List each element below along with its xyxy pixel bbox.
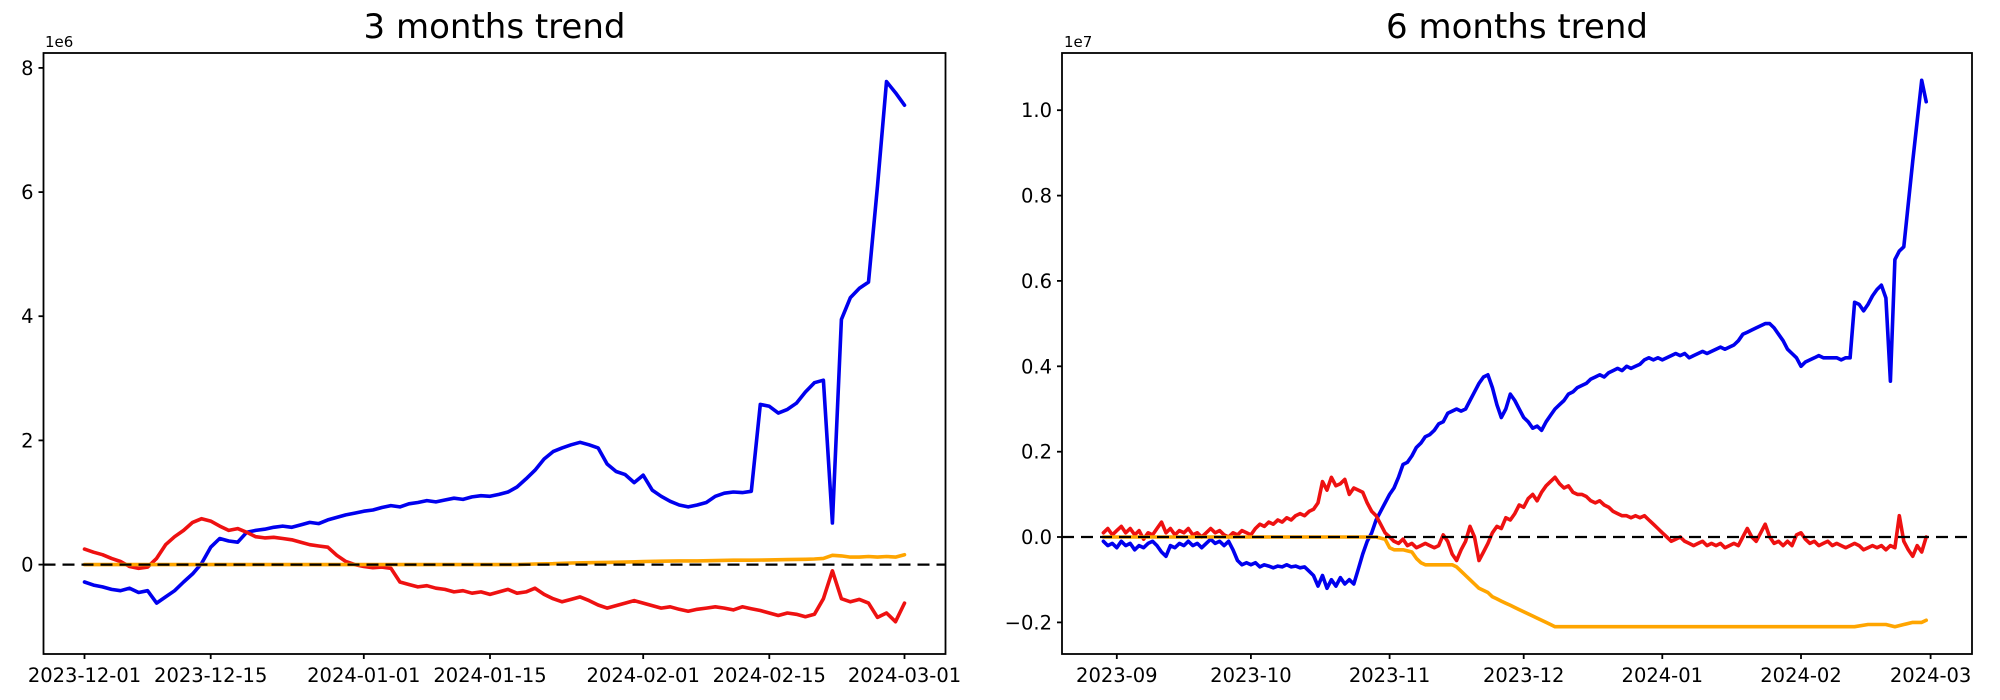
y-tick-label: 0 [21, 554, 33, 577]
y-tick-label: 0.8 [1021, 185, 1052, 208]
red-series-line [82, 516, 907, 624]
x-tick-label: 2023-12-01 [28, 664, 141, 687]
right-axis-offset-label: 1e7 [1064, 33, 1092, 51]
x-tick-label: 2024-01-01 [307, 664, 420, 687]
x-tick-label: 2023-12 [1483, 664, 1564, 687]
x-tick-label: 2023-10 [1210, 664, 1291, 687]
y-tick-label: 1.0 [1021, 99, 1052, 122]
y-tick-label: −0.2 [1005, 611, 1052, 634]
left-axis-offset-label: 1e6 [45, 33, 73, 51]
y-tick-label: 0.0 [1021, 526, 1052, 549]
y-tick-label: 8 [21, 57, 33, 80]
x-tick-label: 2024-01 [1622, 664, 1703, 687]
y-tick-label: 0.2 [1021, 441, 1052, 464]
x-tick-label: 2024-03-01 [848, 664, 961, 687]
y-tick-label: 6 [21, 181, 33, 204]
plot-border [1061, 52, 1973, 655]
orange-series-line [1101, 535, 1928, 629]
red-series-line [1101, 475, 1928, 563]
y-tick-label: 4 [21, 305, 33, 328]
y-tick-label: 0.6 [1021, 270, 1052, 293]
blue-series-line [82, 79, 907, 605]
x-tick-label: 2024-02-15 [713, 664, 826, 687]
left-chart-title: 3 months trend [364, 7, 626, 47]
x-tick-label: 2024-03 [1890, 664, 1971, 687]
chart-6-months-trend: 2023-09 2023-10 2023-11 2023-12 2024-01 2024-… [1005, 52, 1973, 687]
x-tick-label: 2023-11 [1349, 664, 1430, 687]
y-tick-label: 0.4 [1021, 355, 1052, 378]
x-tick-label: 2024-02-01 [587, 664, 700, 687]
chart-3-months-trend: 2023-12-01 2023-12-15 2024-01-01 2024-01-15… [21, 52, 961, 687]
y-tick-label: 2 [21, 429, 33, 452]
plot-border [42, 52, 947, 655]
blue-series-line [1101, 78, 1928, 591]
x-tick-label: 2023-12-15 [154, 664, 267, 687]
x-tick-label: 2023-09 [1076, 664, 1157, 687]
right-chart-title: 6 months trend [1386, 7, 1648, 47]
x-tick-label: 2024-02 [1760, 664, 1841, 687]
x-tick-label: 2024-01-15 [433, 664, 546, 687]
